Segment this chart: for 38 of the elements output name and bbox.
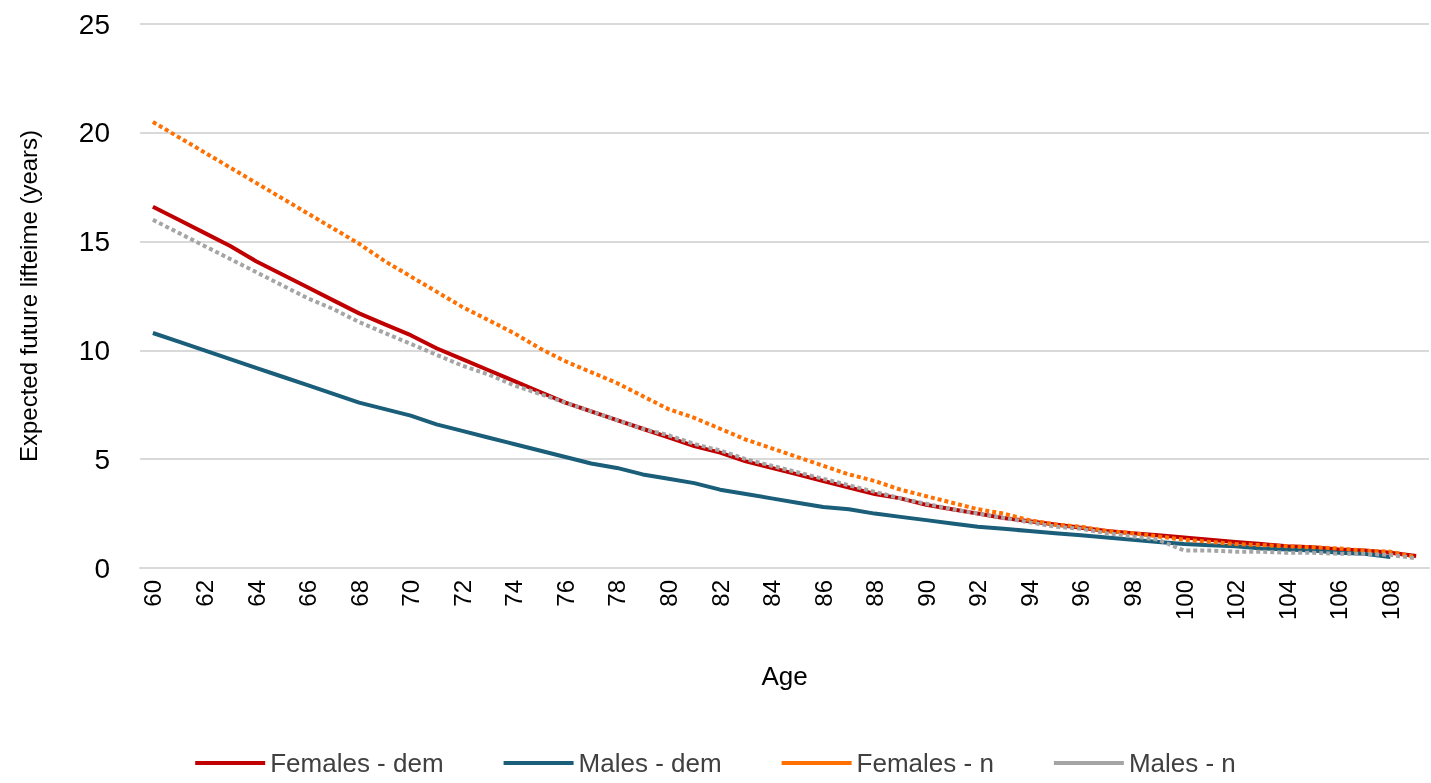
- y-tick-label: 20: [78, 117, 110, 149]
- x-tick-label: 108: [1376, 580, 1404, 621]
- x-tick-label: 106: [1325, 580, 1353, 621]
- x-tick-label: 72: [448, 580, 476, 607]
- x-tick-label: 82: [706, 580, 734, 607]
- x-tick-label: 94: [1015, 580, 1043, 607]
- y-axis-title: Expected future lifteime (years): [14, 129, 42, 463]
- x-tick-label: 96: [1067, 580, 1095, 607]
- legend-label: Males - n: [1128, 748, 1236, 778]
- line-series: [150, 330, 1393, 560]
- legend-label: Females - n: [856, 748, 994, 778]
- x-tick-label: 64: [242, 580, 270, 607]
- x-tick-label: 92: [964, 580, 992, 607]
- x-tick-label: 78: [603, 580, 631, 607]
- x-tick-label: 104: [1273, 580, 1301, 621]
- x-tick-label: 62: [190, 580, 218, 607]
- x-tick-label: 86: [809, 580, 837, 607]
- x-tick-label: 102: [1222, 580, 1250, 621]
- x-tick-label: 60: [139, 580, 167, 607]
- x-tick-label: 70: [397, 580, 425, 607]
- x-tick-label: 80: [654, 580, 682, 607]
- x-tick-label: 100: [1170, 580, 1198, 621]
- x-tick-label: 98: [1119, 580, 1147, 607]
- y-tick-label: 5: [94, 443, 110, 475]
- x-tick-label: 84: [758, 580, 786, 607]
- x-tick-label: 88: [861, 580, 889, 607]
- x-tick-label: 74: [500, 580, 528, 607]
- y-tick-label: 15: [78, 226, 110, 258]
- x-tick-label: 68: [345, 580, 373, 607]
- legend-label: Males - dem: [578, 748, 722, 778]
- x-tick-label: 76: [551, 580, 579, 607]
- legend-label: Females - dem: [270, 748, 444, 778]
- y-tick-label: 0: [94, 552, 110, 584]
- x-axis-title: Age: [761, 661, 808, 691]
- x-tick-label: 66: [294, 580, 322, 607]
- x-tick-label: 90: [912, 580, 940, 607]
- y-tick-label: 25: [78, 8, 110, 40]
- y-tick-label: 10: [78, 334, 110, 366]
